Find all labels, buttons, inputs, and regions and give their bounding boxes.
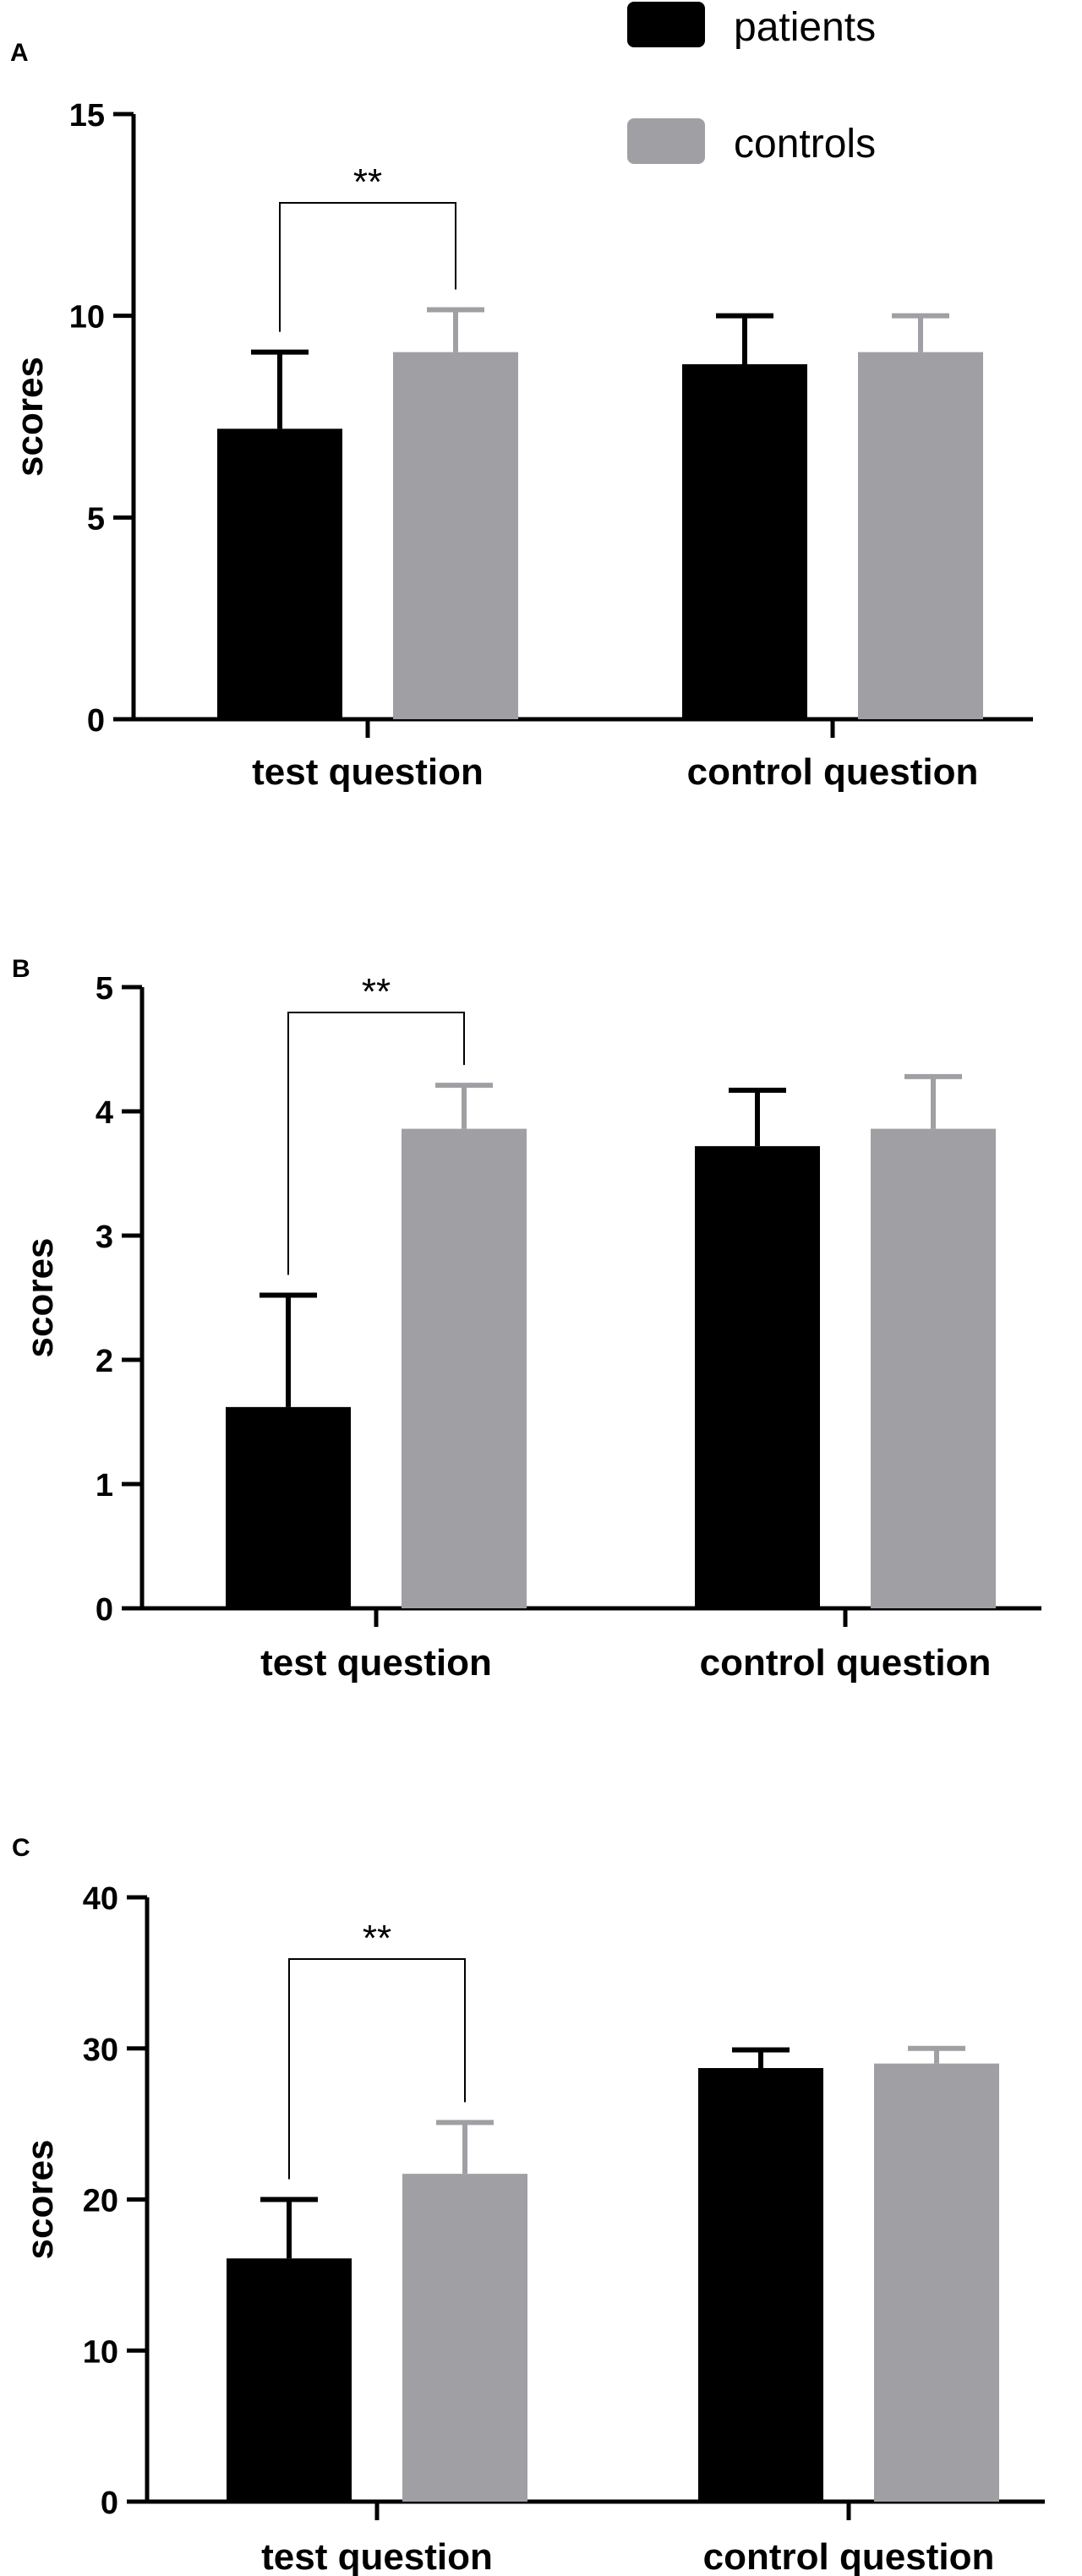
y-tick-label: 3: [96, 1220, 113, 1255]
y-tick-label: 10: [83, 2334, 118, 2370]
x-tick-label: test question: [260, 1642, 492, 1684]
y-tick-label: 5: [87, 501, 105, 537]
significance-bracket: [287, 1012, 465, 1275]
panel-label: A: [10, 39, 29, 67]
y-tick-label: 1: [96, 1468, 113, 1504]
bar-patients-0: [227, 2258, 352, 2502]
legend: patients controls: [627, 2, 876, 166]
y-axis-title: scores: [19, 2140, 61, 2260]
x-tick-label: control question: [703, 2536, 995, 2576]
significance-label: **: [363, 1918, 391, 1959]
legend-swatch-controls: [627, 118, 705, 164]
bar-controls-1: [858, 352, 983, 719]
significance-bracket: [288, 1958, 466, 2180]
panel-label: C: [12, 1834, 30, 1862]
x-tick-label: control question: [687, 751, 979, 793]
bar-controls-1: [871, 1128, 996, 1608]
x-tick-label: control question: [700, 1642, 992, 1684]
bar-controls-0: [393, 352, 518, 719]
bar-controls-0: [402, 2174, 527, 2502]
bar-patients-1: [682, 363, 807, 719]
y-tick-label: 0: [101, 2486, 118, 2521]
x-tick-label: test question: [252, 751, 484, 793]
legend-swatch-patients: [627, 2, 705, 47]
legend-label-controls: controls: [734, 122, 876, 166]
significance-bracket: [279, 202, 456, 332]
y-tick-label: 40: [83, 1881, 118, 1917]
bar-patients-0: [217, 428, 342, 719]
significance-label: **: [353, 161, 382, 203]
y-tick-label: 15: [69, 98, 105, 134]
x-tick-label: test question: [261, 2536, 493, 2576]
y-tick-label: 20: [83, 2184, 118, 2219]
y-tick-label: 10: [69, 300, 105, 336]
y-tick-label: 0: [87, 703, 105, 739]
y-tick-label: 5: [96, 971, 113, 1007]
y-axis-title: scores: [9, 357, 51, 477]
y-tick-label: 0: [96, 1592, 113, 1628]
bar-patients-1: [698, 2067, 823, 2502]
bar-patients-0: [226, 1406, 351, 1608]
y-axis-title: scores: [19, 1238, 61, 1358]
bar-controls-1: [874, 2063, 999, 2502]
panel-label: B: [12, 955, 30, 983]
significance-label: **: [362, 971, 391, 1012]
y-tick-label: 30: [83, 2033, 118, 2068]
legend-label-patients: patients: [734, 5, 876, 50]
bar-patients-1: [695, 1146, 820, 1608]
bar-controls-0: [402, 1128, 527, 1608]
y-tick-label: 4: [96, 1095, 113, 1131]
y-tick-label: 2: [96, 1344, 113, 1379]
